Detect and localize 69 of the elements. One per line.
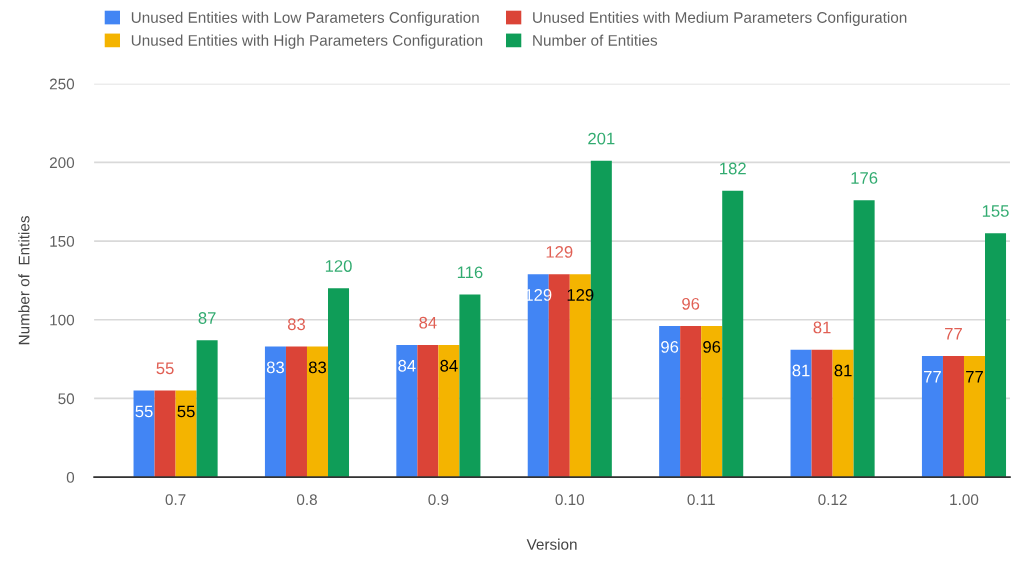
bar — [790, 349, 812, 478]
data-label: 81 — [792, 364, 810, 377]
data-label: 83 — [266, 361, 284, 374]
bar — [680, 326, 702, 478]
bar — [963, 355, 986, 478]
data-label: 83 — [308, 361, 327, 374]
bar — [417, 344, 439, 478]
x-tick-label: 0.10 — [555, 494, 585, 506]
bar — [921, 355, 943, 478]
x-tick-label: 0.7 — [165, 494, 186, 506]
data-label: 120 — [325, 260, 352, 272]
bar — [832, 349, 854, 478]
bar — [196, 340, 218, 478]
legend-label: Unused Entities with Low Parameters Configuration — [131, 11, 479, 26]
legend-label: Number of Entities — [533, 34, 658, 46]
bar — [438, 344, 460, 478]
bar — [285, 346, 307, 478]
data-label: 83 — [287, 318, 306, 331]
bar — [459, 294, 481, 478]
x-tick-label: 0.8 — [296, 494, 317, 506]
data-label: 96 — [703, 340, 721, 353]
y-tick-label: 0 — [66, 472, 75, 483]
data-label: 155 — [982, 205, 1009, 217]
bar — [328, 288, 350, 478]
x-tick-label: 0.12 — [818, 494, 847, 506]
bar — [722, 190, 744, 478]
bar — [811, 349, 833, 478]
x-tick-label: 0.9 — [428, 494, 449, 506]
y-tick-label: 200 — [49, 157, 75, 169]
bar — [659, 326, 681, 478]
data-label: 77 — [966, 371, 983, 383]
data-label: 84 — [398, 359, 416, 372]
data-label: 84 — [440, 359, 458, 372]
data-label: 182 — [720, 162, 746, 175]
x-tick-label: 1.00 — [950, 494, 979, 506]
bar — [306, 346, 329, 478]
data-label: 81 — [813, 321, 831, 334]
data-label: 129 — [546, 245, 573, 258]
data-label: 77 — [924, 371, 941, 383]
bar — [942, 355, 964, 478]
data-label: 55 — [177, 405, 195, 418]
bar — [701, 326, 723, 478]
y-tick-label: 100 — [50, 314, 75, 326]
bar — [264, 346, 286, 478]
data-label: 77 — [945, 327, 962, 340]
bar — [985, 233, 1007, 478]
legend-label: Unused Entities with High Parameters Configuration — [131, 34, 483, 49]
data-label: 96 — [682, 297, 700, 310]
bar — [154, 390, 176, 478]
data-label: 55 — [156, 362, 174, 375]
data-label: 84 — [419, 316, 437, 329]
data-label: 201 — [588, 132, 615, 145]
x-tick-label: 0.11 — [687, 494, 715, 506]
legend-label: Unused Entities with Medium Parameters Configuration — [533, 11, 907, 26]
data-label: 116 — [457, 266, 483, 279]
x-axis-title: Version — [526, 538, 577, 550]
bar — [175, 390, 197, 478]
bar — [396, 344, 418, 478]
bar — [853, 200, 875, 478]
y-axis-title: Number of Entities — [18, 216, 30, 345]
bar — [133, 390, 155, 478]
y-tick-label: 150 — [50, 235, 75, 247]
data-label: 87 — [198, 312, 216, 324]
data-label: 96 — [661, 340, 679, 353]
data-label: 55 — [135, 405, 153, 418]
data-label: 176 — [851, 172, 878, 184]
y-tick-label: 50 — [58, 393, 75, 405]
y-tick-label: 250 — [49, 78, 75, 90]
data-label: 81 — [834, 364, 852, 377]
